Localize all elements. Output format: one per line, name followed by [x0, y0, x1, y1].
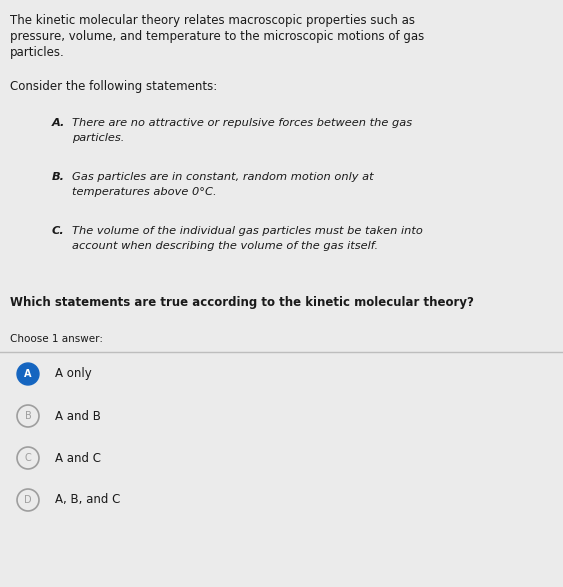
- Text: B: B: [25, 411, 32, 421]
- Text: A and B: A and B: [55, 410, 101, 423]
- Text: There are no attractive or repulsive forces between the gas: There are no attractive or repulsive for…: [72, 118, 412, 128]
- Circle shape: [17, 447, 39, 469]
- Text: C.: C.: [52, 226, 65, 236]
- Text: C: C: [25, 453, 32, 463]
- Text: A: A: [24, 369, 32, 379]
- Text: D: D: [24, 495, 32, 505]
- Text: Which statements are true according to the kinetic molecular theory?: Which statements are true according to t…: [10, 296, 474, 309]
- Text: pressure, volume, and temperature to the microscopic motions of gas: pressure, volume, and temperature to the…: [10, 30, 425, 43]
- Text: account when describing the volume of the gas itself.: account when describing the volume of th…: [72, 241, 378, 251]
- Text: particles.: particles.: [10, 46, 65, 59]
- Text: B.: B.: [52, 172, 65, 182]
- Text: particles.: particles.: [72, 133, 124, 143]
- Text: A only: A only: [55, 367, 92, 380]
- Text: The volume of the individual gas particles must be taken into: The volume of the individual gas particl…: [72, 226, 423, 236]
- Text: Gas particles are in constant, random motion only at: Gas particles are in constant, random mo…: [72, 172, 374, 182]
- Text: A, B, and C: A, B, and C: [55, 494, 120, 507]
- Text: temperatures above 0°C.: temperatures above 0°C.: [72, 187, 217, 197]
- Text: The kinetic molecular theory relates macroscopic properties such as: The kinetic molecular theory relates mac…: [10, 14, 415, 27]
- Circle shape: [17, 405, 39, 427]
- Text: Consider the following statements:: Consider the following statements:: [10, 80, 217, 93]
- Text: A and C: A and C: [55, 451, 101, 464]
- Circle shape: [17, 363, 39, 385]
- Circle shape: [17, 489, 39, 511]
- Text: A.: A.: [52, 118, 65, 128]
- Text: Choose 1 answer:: Choose 1 answer:: [10, 334, 103, 344]
